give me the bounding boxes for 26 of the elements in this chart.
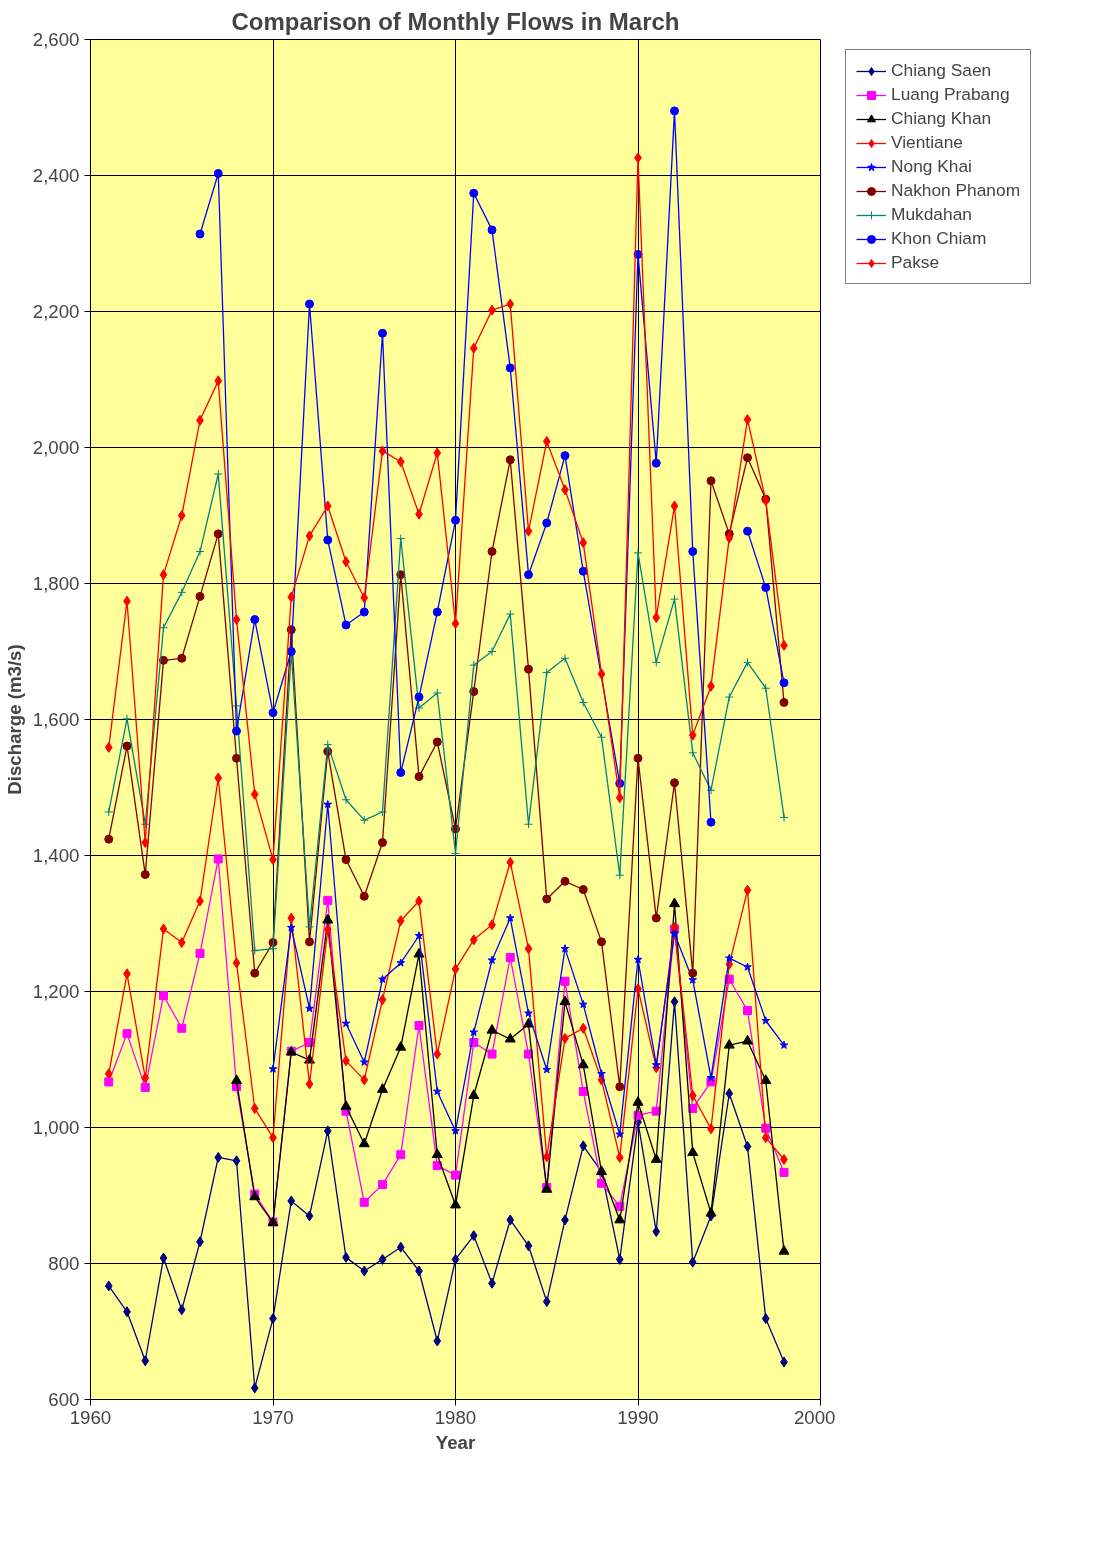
legend-label: Nong Khai bbox=[891, 156, 972, 177]
legend-label: Chiang Saen bbox=[891, 60, 992, 81]
x-tick-label: 1990 bbox=[617, 1406, 659, 1428]
x-tick-label: 1980 bbox=[434, 1406, 477, 1428]
y-tick-label: 2,400 bbox=[32, 165, 80, 186]
y-tick-label: 2,600 bbox=[32, 29, 80, 50]
x-tick-label: 2000 bbox=[794, 1406, 836, 1428]
legend-label: Chiang Khan bbox=[891, 108, 992, 129]
x-tick-label: 1970 bbox=[252, 1406, 294, 1428]
chart-title: Comparison of Monthly Flows in March bbox=[231, 7, 680, 35]
legend-label: Pakse bbox=[891, 252, 940, 273]
y-tick-label: 1,800 bbox=[32, 573, 80, 594]
y-tick-label: 2,000 bbox=[32, 437, 80, 458]
legend-label: Mukdahan bbox=[891, 204, 972, 225]
legend-label: Khon Chiam bbox=[891, 228, 987, 249]
y-tick-label: 1,600 bbox=[32, 709, 80, 730]
y-tick-label: 1,200 bbox=[32, 981, 80, 1002]
y-tick-label: 1,000 bbox=[32, 1117, 80, 1138]
x-axis-title: Year bbox=[435, 1431, 476, 1453]
y-tick-label: 1,400 bbox=[32, 845, 80, 866]
legend-label: Vientiane bbox=[891, 132, 963, 153]
legend-label: Luang Prabang bbox=[891, 84, 1010, 105]
y-tick-label: 2,200 bbox=[32, 301, 80, 322]
legend-label: Nakhon Phanom bbox=[891, 180, 1021, 201]
y-axis-title: Discharge (m3/s) bbox=[3, 644, 25, 795]
y-tick-label: 800 bbox=[48, 1253, 80, 1274]
